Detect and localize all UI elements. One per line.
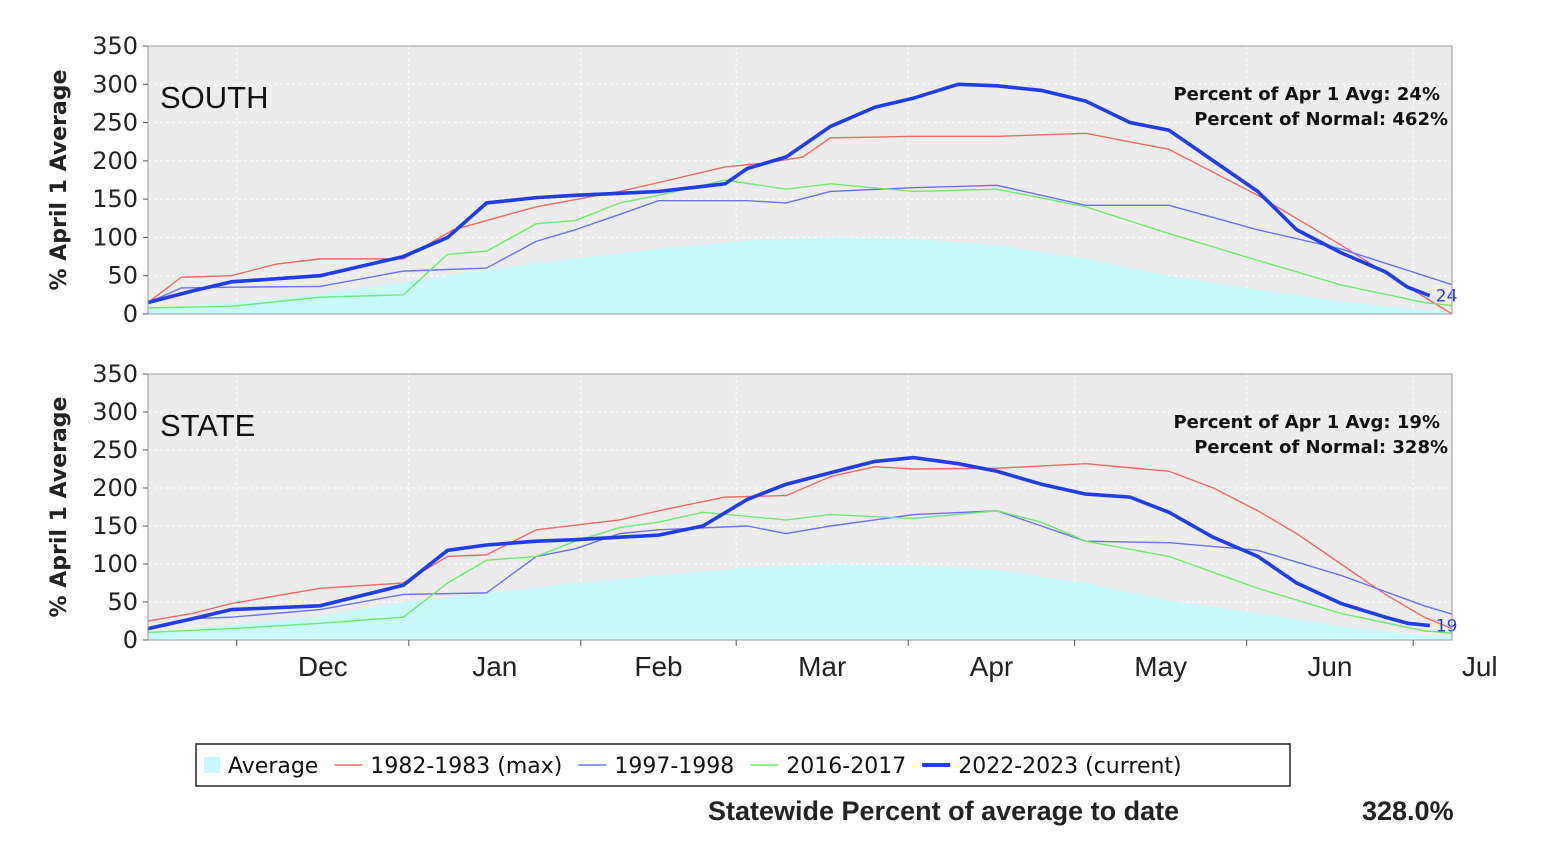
panel-state-series-y1998 <box>148 510 1452 630</box>
panel-south-series-y1998 <box>148 184 1452 304</box>
panel-south-ytick-label: 300 <box>92 70 138 98</box>
footer-summary: Statewide Percent of average to date 328… <box>0 790 1558 834</box>
panel-south-series-y2023 <box>148 82 1431 305</box>
panel-south-ytick-label: 150 <box>92 185 138 213</box>
panel-state-ytick-label: 150 <box>92 512 138 540</box>
panel-south-ytick-label: 0 <box>123 300 138 328</box>
statewide-percent-value: 328.0% <box>1362 796 1454 826</box>
stat-normal-label: Percent of Normal: <box>1194 437 1392 458</box>
stat-apr1-value: 19% <box>1397 412 1440 433</box>
legend-label-average: Average <box>228 754 318 779</box>
panel-state-ytick-label: 50 <box>107 588 138 616</box>
panel-south-ytick-label: 50 <box>107 262 138 290</box>
legend-box <box>195 743 1291 787</box>
legend-label-y2023: 2022-2023 (current) <box>958 754 1181 779</box>
panel-state-y-axis-label: % April 1 Average <box>47 397 72 618</box>
panel-south-title: SOUTH <box>160 80 269 115</box>
panel-south-ytick-label: 200 <box>92 147 138 175</box>
panel-state-ytick-label: 0 <box>123 626 138 654</box>
panel-state-stat-normal: Percent of Normal: 328% <box>1194 437 1448 458</box>
panel-south-stat-apr1: Percent of Apr 1 Avg: 24% <box>1173 84 1440 105</box>
stat-apr1-value: 24% <box>1397 84 1440 105</box>
stat-apr1-label: Percent of Apr 1 Avg: <box>1173 84 1396 105</box>
panel-state-ytick-label: 350 <box>92 360 138 388</box>
stat-apr1-label: Percent of Apr 1 Avg: <box>1173 412 1396 433</box>
panel-south-ytick-label: 350 <box>92 32 138 60</box>
panel-state-ytick-label: 200 <box>92 474 138 502</box>
panel-south-series-y2017 <box>148 179 1452 309</box>
legend-swatch-average <box>204 757 220 773</box>
panel-state-stat-apr1: Percent of Apr 1 Avg: 19% <box>1173 412 1440 433</box>
x-tick-label-jul: Jul <box>1462 651 1498 682</box>
legend-label-y1998: 1997-1998 <box>614 754 734 779</box>
panel-south-y-axis-label: % April 1 Average <box>47 70 72 291</box>
panel-south-series-average <box>148 237 1452 314</box>
x-tick-label-mar: Mar <box>798 651 846 682</box>
panel-state-title: STATE <box>160 408 255 443</box>
panel-state-series-average <box>148 564 1452 640</box>
stat-normal-value: 462% <box>1392 109 1448 130</box>
panel-south-stat-normal: Percent of Normal: 462% <box>1194 109 1448 130</box>
legend-label-y1983: 1982-1983 (max) <box>370 754 562 779</box>
x-tick-label-jan: Jan <box>472 651 517 682</box>
x-tick-label-apr: Apr <box>970 651 1014 682</box>
panel-south-series-y1983 <box>148 132 1452 314</box>
x-tick-label-may: May <box>1134 651 1187 682</box>
panel-state-series-y2023 <box>148 455 1430 631</box>
panel-state-ytick-label: 300 <box>92 398 138 426</box>
panel-south-ytick-label: 250 <box>92 109 138 137</box>
x-tick-label-jun: Jun <box>1307 651 1352 682</box>
statewide-percent-label: Statewide Percent of average to date <box>708 796 1180 826</box>
stat-normal-value: 328% <box>1392 437 1448 458</box>
panel-state-ytick-label: 250 <box>92 436 138 464</box>
legend-label-y2017: 2016-2017 <box>786 754 906 779</box>
x-tick-label-dec: Dec <box>298 651 348 682</box>
panel-state-series-y2017 <box>148 510 1452 634</box>
panel-state-ytick-label: 100 <box>92 550 138 578</box>
panel-state-frame <box>147 373 1453 641</box>
x-tick-label-feb: Feb <box>634 651 682 682</box>
panel-south-current-end-label: 24 <box>1436 287 1458 307</box>
panel-south-ytick-label: 100 <box>92 223 138 251</box>
panel-south-frame <box>147 45 1453 315</box>
stat-normal-label: Percent of Normal: <box>1194 109 1392 130</box>
panel-state-current-end-label: 19 <box>1436 617 1458 637</box>
snowpack-chart: 24 0 50 100 150 200 250 300 350 % April 1 Average… <box>47 32 1498 787</box>
